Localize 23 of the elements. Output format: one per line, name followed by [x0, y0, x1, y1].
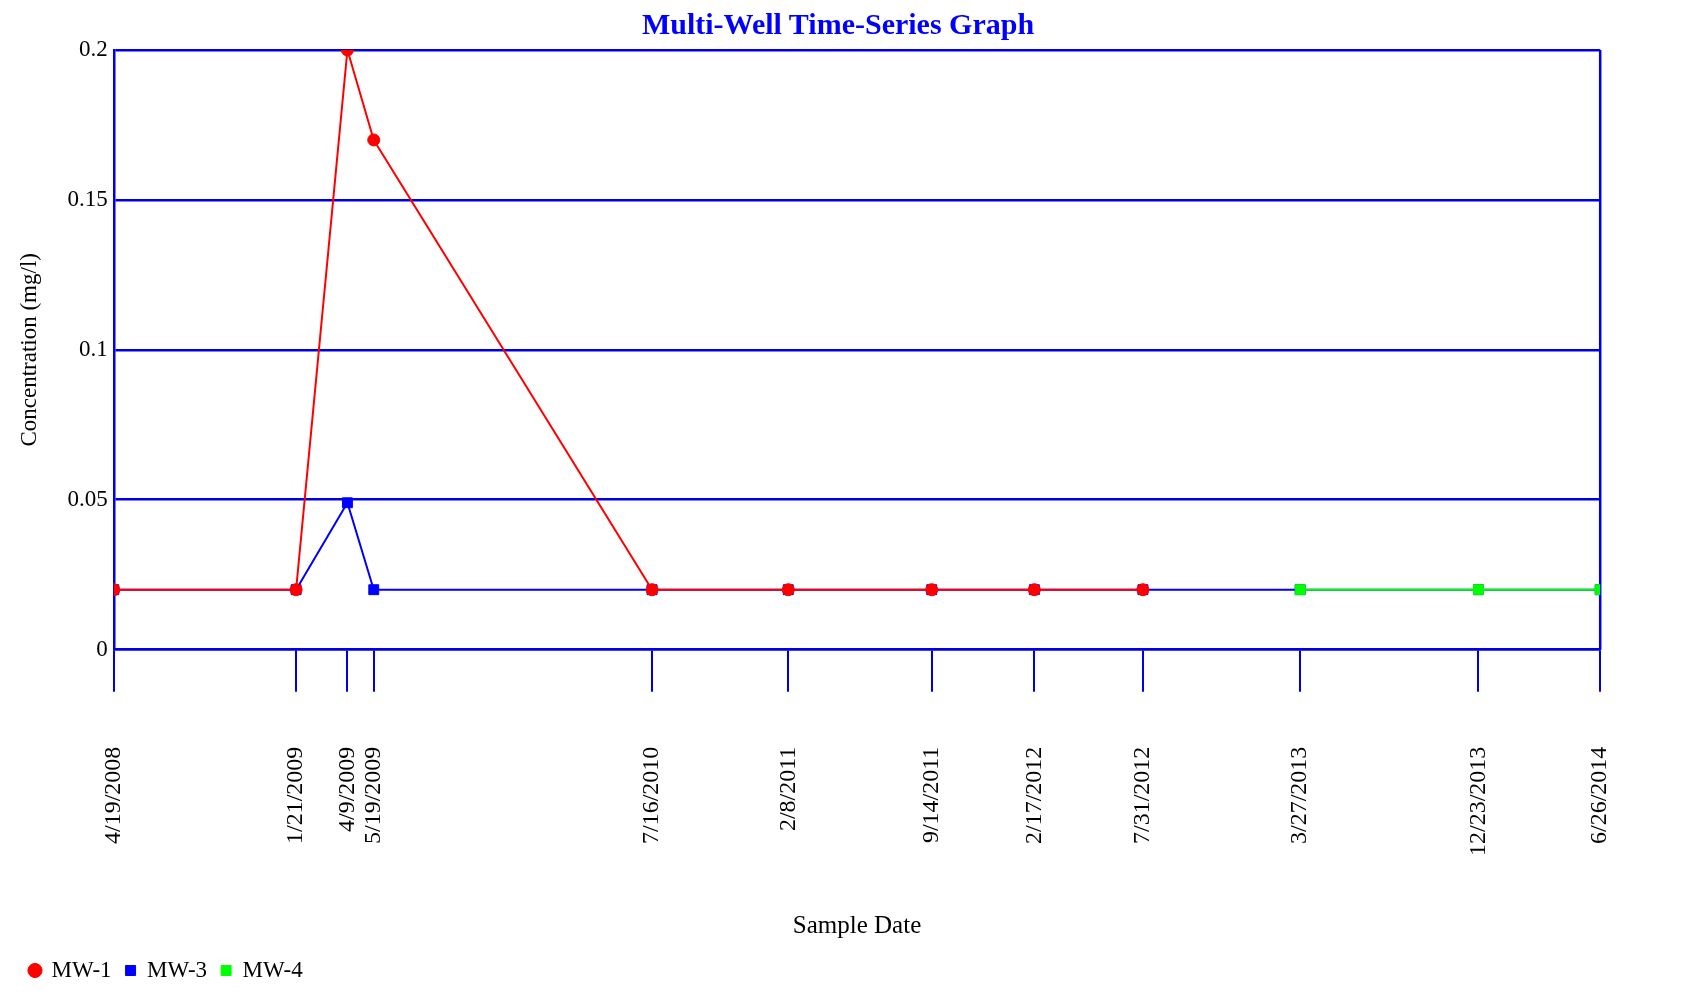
x-axis-title: Sample Date: [792, 910, 922, 938]
legend-label: MW-1: [51, 956, 112, 982]
x-tick-label: 9/14/2011: [917, 746, 943, 844]
x-tick-label: 7/16/2010: [637, 746, 664, 845]
x-tick-label: 6/26/2014: [1585, 746, 1612, 845]
chart-title: Multi-Well Time-Series Graph: [641, 6, 1035, 40]
y-tick-label: 0: [96, 635, 108, 661]
x-tick-label: 3/27/2013: [1285, 746, 1312, 845]
legend-label: MW-4: [242, 956, 304, 982]
y-tick-label: 0.15: [67, 185, 108, 211]
x-tick-label: 2/8/2011: [773, 746, 800, 832]
x-tick-label: 4/19/2008: [99, 746, 126, 845]
y-tick-label: 0.05: [67, 485, 108, 511]
x-tick-label: 5/19/2009: [359, 746, 386, 845]
y-tick-label: 0.2: [79, 36, 108, 62]
x-tick-label: 1/21/2009: [281, 746, 308, 845]
x-tick-label: 12/23/2013: [1463, 746, 1490, 857]
legend-label: MW-3: [147, 956, 208, 982]
y-axis-title: Concentration (mg/l): [15, 253, 41, 447]
x-tick-label: 2/17/2012: [1019, 746, 1046, 845]
x-tick-label: 4/9/2009: [332, 746, 359, 833]
y-tick-label: 0.1: [79, 335, 108, 361]
x-tick-label: 7/31/2012: [1128, 746, 1155, 845]
